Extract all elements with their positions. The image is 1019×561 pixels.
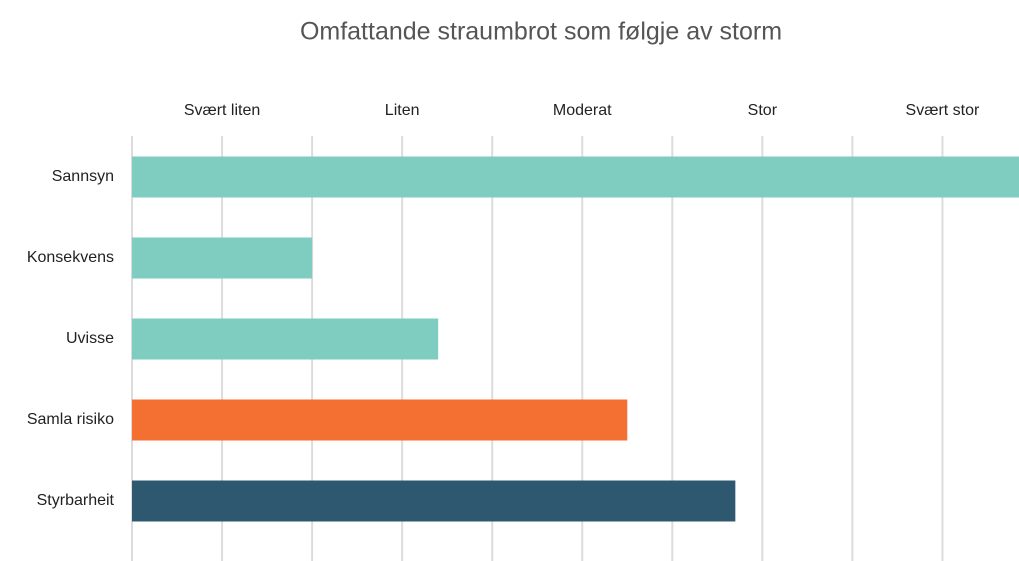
y-tick-label: Sannsyn (52, 168, 114, 185)
x-tick-label: Liten (385, 102, 420, 119)
y-tick-label: Uvisse (66, 330, 114, 347)
x-tick-label: Stor (748, 102, 778, 119)
chart-title: Omfattande straumbrot som følgje av stor… (300, 18, 782, 46)
bar (132, 399, 628, 441)
bar (132, 156, 1019, 198)
x-tick-label: Svært stor (906, 102, 980, 119)
x-tick-label: Moderat (553, 102, 612, 119)
bar (132, 480, 736, 522)
y-tick-label: Styrbarheit (37, 492, 115, 509)
bar (132, 318, 439, 360)
x-tick-label: Svært liten (184, 102, 260, 119)
y-tick-label: Samla risiko (27, 411, 114, 428)
y-tick-label: Konsekvens (27, 249, 114, 266)
bar (132, 237, 313, 279)
